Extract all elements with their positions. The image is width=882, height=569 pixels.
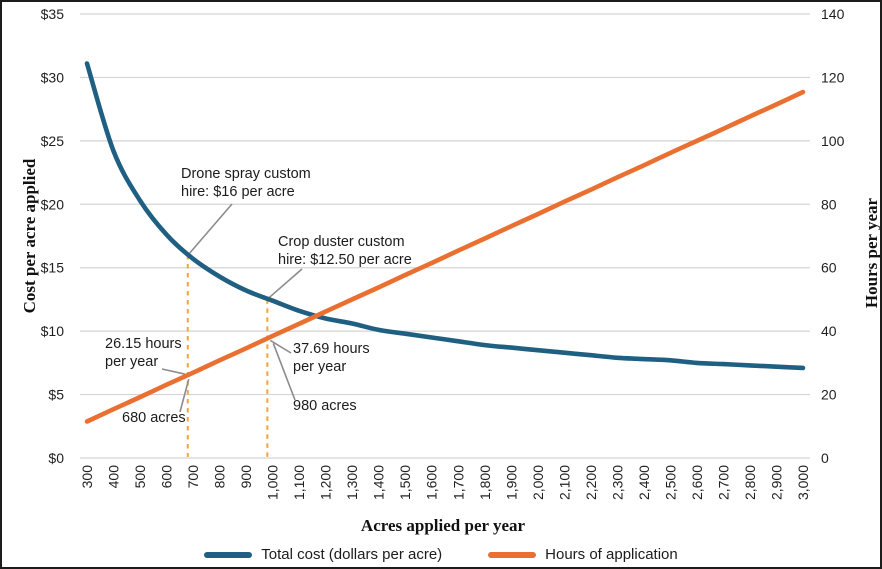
x-axis-title: Acres applied per year bbox=[360, 516, 526, 535]
total-cost-line-swatch bbox=[204, 551, 253, 558]
x-tick-label: 1,300 bbox=[344, 465, 360, 500]
x-tick-label: 500 bbox=[132, 465, 148, 489]
chart-legend: Total cost (dollars per acre) Hours of a… bbox=[2, 546, 880, 563]
y-left-tick-label: $20 bbox=[41, 196, 65, 212]
x-tick-label: 2,200 bbox=[583, 465, 599, 500]
x-tick-label: 2,600 bbox=[689, 465, 705, 500]
x-tick-label: 1,000 bbox=[265, 465, 281, 500]
annotation-line: per year bbox=[105, 353, 159, 370]
total-cost-line bbox=[84, 61, 806, 371]
x-tick-label: 300 bbox=[79, 465, 95, 489]
y-left-tick-label: $30 bbox=[41, 69, 65, 85]
x-tick-label: 2,500 bbox=[662, 465, 678, 500]
annotation-acres-680: 680 acres bbox=[122, 410, 186, 428]
legend-label: Hours of application bbox=[545, 546, 678, 563]
x-tick-label: 2,100 bbox=[556, 465, 572, 500]
x-tick-label: 3,000 bbox=[795, 465, 811, 500]
hours-of-application-line bbox=[84, 89, 806, 424]
annotation-line: 37.69 hours bbox=[293, 341, 370, 357]
y-axis-title-left: Cost per acre applied bbox=[20, 158, 39, 314]
x-tick-label: 2,800 bbox=[742, 465, 758, 500]
annotation-line: hire: $16 per acre bbox=[181, 183, 295, 200]
x-tick-label: 1,900 bbox=[503, 465, 519, 500]
y-right-tick-label: 120 bbox=[821, 69, 845, 85]
y-left-tick-label: $35 bbox=[41, 6, 65, 22]
annotation-line: 680 acres bbox=[122, 410, 186, 426]
annotation-line: Crop duster custom bbox=[278, 234, 405, 250]
y-left-tick-label: $25 bbox=[41, 133, 65, 149]
x-tick-label: 2,000 bbox=[530, 465, 546, 500]
annotation-line: 26.15 hours bbox=[105, 336, 182, 352]
annotation-acres-980: 980 acres bbox=[293, 398, 357, 416]
x-tick-label: 2,900 bbox=[768, 465, 784, 500]
x-tick-label: 1,800 bbox=[477, 465, 493, 500]
x-tick-label: 700 bbox=[185, 465, 201, 489]
x-tick-label: 1,500 bbox=[397, 465, 413, 500]
legend-label: Total cost (dollars per acre) bbox=[261, 546, 443, 563]
annotation-leader-line bbox=[272, 343, 296, 401]
annotation-leader-line bbox=[179, 378, 190, 413]
x-tick-label: 1,100 bbox=[291, 465, 307, 500]
y-right-tick-label: 20 bbox=[821, 387, 837, 403]
y-axis-title-right: Hours per year bbox=[862, 197, 881, 309]
annotation-line: Drone spray custom bbox=[181, 166, 311, 182]
annotation-hours-980: 37.69 hours per year bbox=[293, 341, 370, 376]
x-tick-label: 900 bbox=[238, 465, 254, 489]
x-tick-label: 600 bbox=[159, 465, 175, 489]
annotation-leader-line bbox=[268, 268, 303, 299]
annotation-drone-hire: Drone spray custom hire: $16 per acre bbox=[181, 166, 311, 201]
y-right-tick-label: 100 bbox=[821, 133, 845, 149]
y-right-tick-label: 40 bbox=[821, 323, 837, 339]
annotation-line: per year bbox=[293, 358, 347, 375]
annotation-line: hire: $12.50 per acre bbox=[278, 251, 412, 268]
x-tick-label: 1,700 bbox=[450, 465, 466, 500]
x-tick-label: 1,400 bbox=[371, 465, 387, 500]
y-right-tick-label: 60 bbox=[821, 260, 837, 276]
annotation-crop-duster-hire: Crop duster custom hire: $12.50 per acre bbox=[278, 234, 412, 269]
legend-item-total-cost: Total cost (dollars per acre) bbox=[204, 546, 442, 563]
y-left-tick-label: $10 bbox=[41, 323, 65, 339]
y-left-tick-label: $15 bbox=[41, 260, 65, 276]
x-tick-label: 400 bbox=[106, 465, 122, 489]
x-tick-label: 2,400 bbox=[636, 465, 652, 500]
x-tick-label: 800 bbox=[212, 465, 228, 489]
x-tick-label: 1,200 bbox=[318, 465, 334, 500]
annotation-line: 980 acres bbox=[293, 398, 357, 414]
y-left-tick-label: $5 bbox=[48, 387, 64, 403]
hours-line-swatch bbox=[488, 551, 537, 558]
x-tick-label: 2,300 bbox=[609, 465, 625, 500]
annotation-leader-line bbox=[269, 339, 292, 354]
legend-item-hours: Hours of application bbox=[488, 546, 678, 563]
y-right-tick-label: 80 bbox=[821, 196, 837, 212]
y-left-tick-label: $0 bbox=[48, 450, 64, 466]
annotation-leader-line bbox=[161, 368, 185, 375]
x-tick-label: 1,600 bbox=[424, 465, 440, 500]
annotation-leader-line bbox=[189, 203, 233, 254]
y-right-tick-label: 0 bbox=[821, 450, 829, 466]
annotation-hours-680: 26.15 hours per year bbox=[105, 336, 182, 371]
x-tick-label: 2,700 bbox=[715, 465, 731, 500]
y-right-tick-label: 140 bbox=[821, 6, 845, 22]
